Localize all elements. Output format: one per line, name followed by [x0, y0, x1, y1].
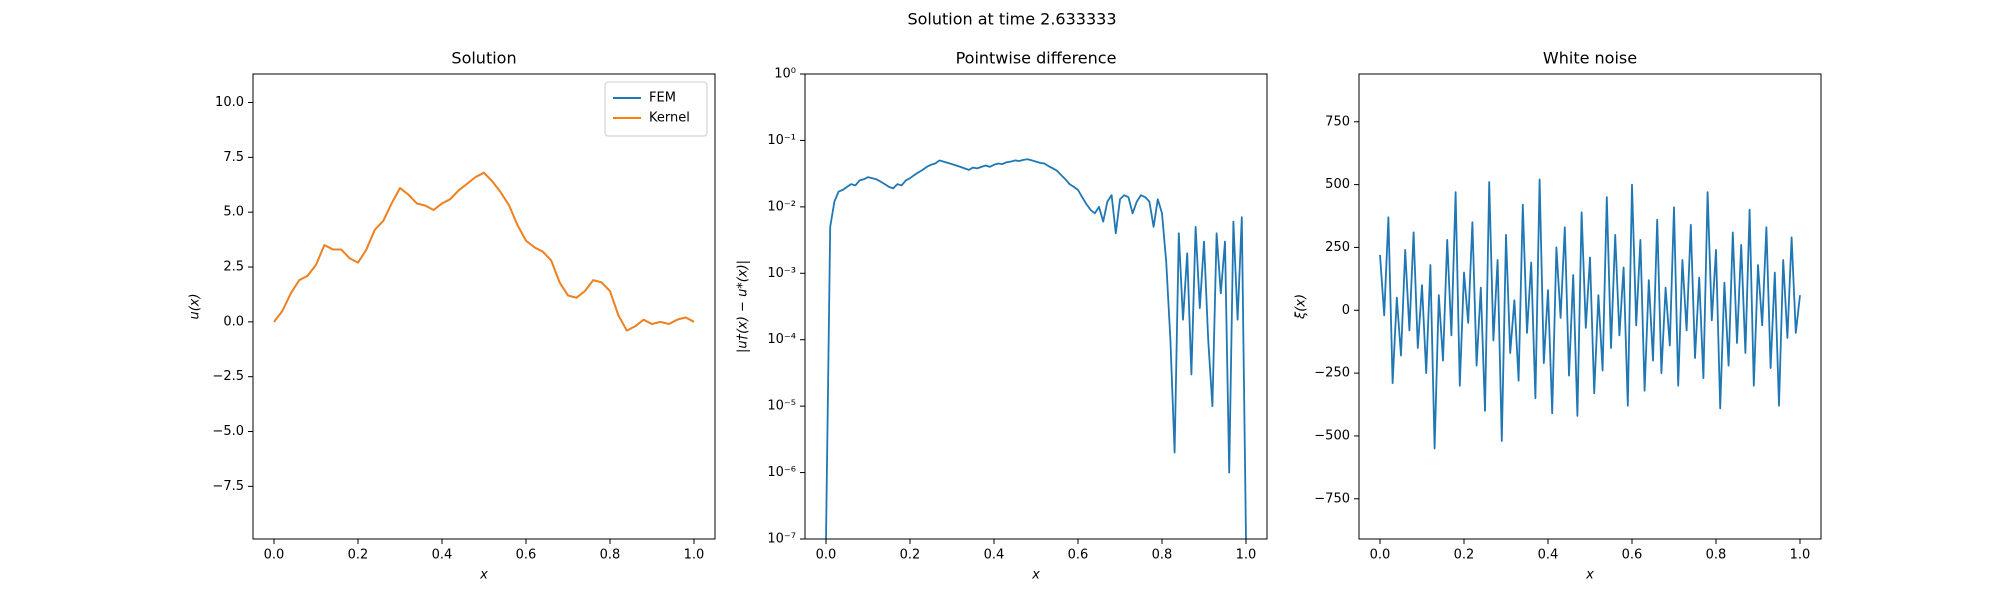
subplot-title: White noise [1543, 49, 1637, 68]
x-tick-label: 0.0 [1370, 548, 1391, 563]
x-tick-label: 0.2 [348, 548, 369, 563]
x-tick-label: 0.8 [1152, 548, 1173, 563]
y-tick-label: 0.0 [223, 314, 244, 329]
y-tick-label: −500 [1314, 428, 1350, 443]
legend-label: Kernel [649, 111, 690, 126]
data-line [1379, 178, 1801, 450]
x-axis-label: x [1031, 568, 1040, 583]
legend-label: FEM [649, 91, 676, 106]
data-line [273, 171, 695, 332]
y-axis-label: u(x) [188, 293, 203, 319]
x-tick-label: 0.2 [900, 548, 921, 563]
y-tick-label: 10⁻⁵ [767, 399, 796, 414]
y-tick-label: 5.0 [223, 205, 244, 220]
x-tick-label: 0.4 [984, 548, 1005, 563]
y-tick-label: −250 [1314, 366, 1350, 381]
x-axis-label: x [479, 568, 488, 583]
y-tick-label: −5.0 [212, 424, 244, 439]
x-tick-label: 0.6 [516, 548, 537, 563]
axes-frame [1358, 73, 1822, 540]
x-tick-label: 0.6 [1622, 548, 1643, 563]
axes-frame [252, 73, 716, 540]
y-tick-label: 2.5 [223, 260, 244, 275]
y-tick-label: 10⁻⁷ [767, 532, 796, 547]
y-axis-label: |u†(x) − u*(x)| [736, 260, 751, 353]
x-tick-label: 0.8 [600, 548, 621, 563]
y-tick-label: 10⁻¹ [767, 133, 796, 148]
y-tick-label: 7.5 [223, 150, 244, 165]
y-tick-label: −7.5 [212, 479, 244, 494]
x-tick-label: 0.0 [264, 548, 285, 563]
x-tick-label: 0.0 [816, 548, 837, 563]
x-tick-label: 0.8 [1706, 548, 1727, 563]
subplot-title: Solution [451, 49, 516, 68]
y-tick-label: 10⁻⁶ [767, 465, 796, 480]
x-tick-label: 1.0 [1236, 548, 1257, 563]
legend-box [604, 81, 708, 137]
x-tick-label: 0.6 [1068, 548, 1089, 563]
y-tick-label: 10⁰ [774, 67, 796, 82]
y-tick-label: −2.5 [212, 369, 244, 384]
axes-frame [804, 73, 1268, 540]
data-line [825, 158, 1247, 539]
y-tick-label: 0 [1342, 303, 1350, 318]
y-tick-label: 10⁻³ [767, 266, 796, 281]
x-tick-label: 0.2 [1454, 548, 1475, 563]
x-tick-label: 1.0 [684, 548, 705, 563]
x-tick-label: 0.4 [1538, 548, 1559, 563]
y-tick-label: 250 [1325, 240, 1350, 255]
x-tick-label: 0.4 [432, 548, 453, 563]
subplot-title: Pointwise difference [956, 49, 1117, 68]
y-tick-label: 500 [1325, 177, 1350, 192]
y-tick-label: −750 [1314, 491, 1350, 506]
x-axis-label: x [1585, 568, 1594, 583]
data-line [273, 171, 695, 332]
x-tick-label: 1.0 [1790, 548, 1811, 563]
y-tick-label: 10⁻⁴ [767, 332, 796, 347]
y-tick-label: 10.0 [215, 95, 244, 110]
y-axis-label: ξ(x) [1294, 294, 1309, 320]
legend: FEM Kernel [604, 81, 708, 137]
y-tick-label: 10⁻² [767, 199, 796, 214]
figure-title: Solution at time 2.633333 [907, 10, 1116, 29]
subplot: White noise x ξ(x) 0.0 0.2 0.4 0.6 0.8 1.0 −750 −5… [1294, 49, 1822, 583]
subplot: Pointwise difference x |u†(x) − u*(x)| 0.0 0… [736, 49, 1268, 583]
y-tick-label: 750 [1325, 114, 1350, 129]
subplot: Solution x u(x) 0.0 0.2 0.4 0.6 0.8 1.0 −7.5 −5.0 −… [188, 49, 716, 583]
